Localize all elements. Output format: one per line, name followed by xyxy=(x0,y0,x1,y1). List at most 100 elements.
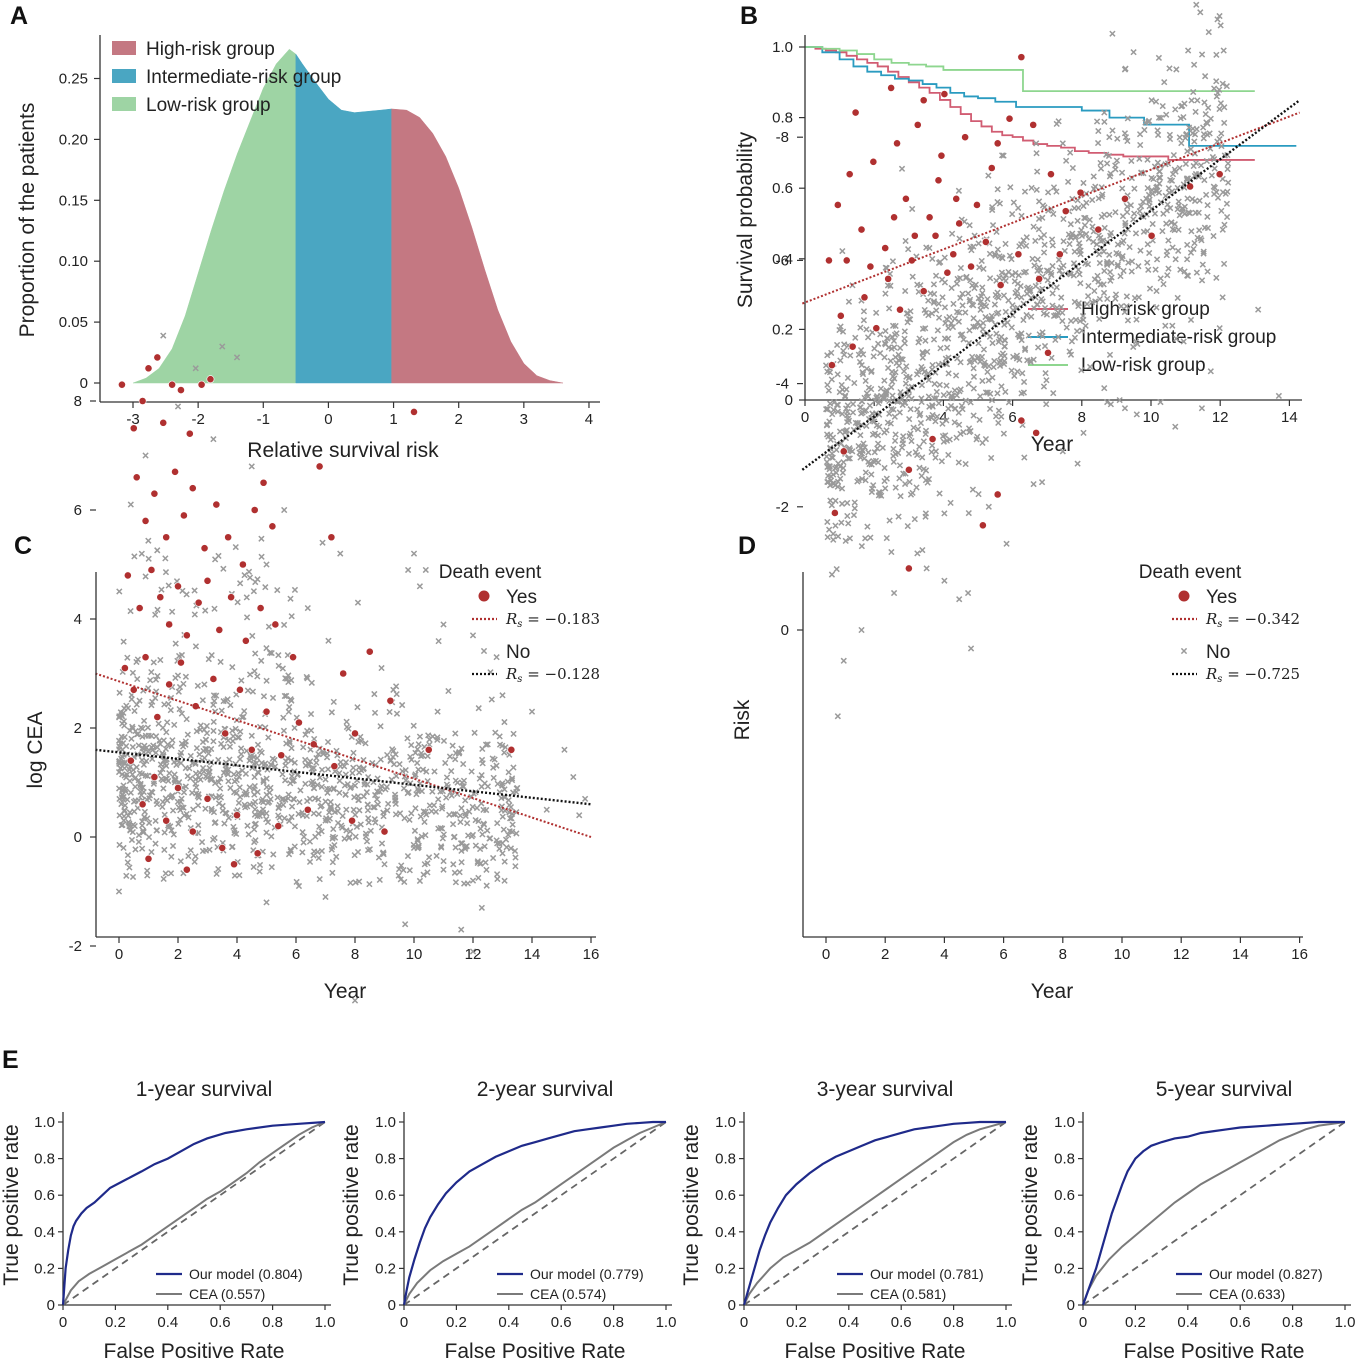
a-xtick-label: 1 xyxy=(389,411,397,428)
no-event-point xyxy=(858,398,866,405)
death-event-point xyxy=(224,533,233,542)
d-xtick-label: 2 xyxy=(881,946,889,963)
death-event-point xyxy=(893,139,901,148)
death-event-point xyxy=(866,262,875,271)
km-curve-low xyxy=(805,46,1255,93)
no-event-point xyxy=(265,623,273,630)
no-event-point xyxy=(479,831,486,838)
no-event-point xyxy=(1145,266,1152,273)
no-event-point xyxy=(834,408,841,415)
no-event-point xyxy=(182,764,189,772)
no-event-point xyxy=(124,704,132,712)
no-event-point xyxy=(216,792,223,800)
no-event-point xyxy=(183,591,190,598)
no-event-point xyxy=(424,869,431,876)
death-event-point xyxy=(295,718,303,727)
no-event-point xyxy=(1042,370,1049,377)
no-event-point xyxy=(251,806,259,813)
no-event-point xyxy=(839,469,846,476)
no-event-point xyxy=(1135,263,1142,270)
no-event-point xyxy=(1039,202,1047,209)
no-event-point xyxy=(979,377,986,385)
no-event-point xyxy=(153,827,160,834)
no-event-point xyxy=(824,381,831,389)
no-event-point xyxy=(830,406,837,413)
b-ytick-label: 0 xyxy=(785,392,793,409)
no-event-point xyxy=(118,733,125,740)
no-event-point xyxy=(116,841,123,849)
no-event-point xyxy=(1008,324,1015,331)
no-event-point xyxy=(511,847,519,855)
no-event-point xyxy=(404,566,412,574)
no-event-point xyxy=(1163,248,1171,255)
no-event-point xyxy=(499,813,506,820)
no-event-point xyxy=(230,823,237,831)
no-event-point xyxy=(229,737,236,745)
c-ytick-label: 0 xyxy=(74,829,82,846)
e-xtick-label: 0 xyxy=(1079,1314,1087,1331)
no-event-point xyxy=(992,413,1000,420)
no-event-point xyxy=(1108,259,1115,267)
no-event-point xyxy=(1200,124,1207,131)
no-event-point xyxy=(342,759,350,766)
legend-label-model: Our model (0.779) xyxy=(530,1266,644,1282)
no-event-point xyxy=(888,548,895,556)
no-event-point xyxy=(1006,252,1014,259)
no-event-point xyxy=(1043,377,1050,384)
no-event-point xyxy=(143,796,151,803)
no-event-point xyxy=(258,535,265,542)
no-event-point xyxy=(1085,282,1092,290)
no-event-point xyxy=(287,848,294,855)
no-event-point xyxy=(225,737,232,744)
no-event-point xyxy=(920,465,927,473)
no-event-point xyxy=(1096,259,1103,267)
no-event-point xyxy=(998,152,1006,159)
no-event-point xyxy=(890,337,898,345)
no-event-point xyxy=(496,845,503,852)
no-event-point xyxy=(1211,184,1219,191)
no-event-point xyxy=(967,399,974,406)
no-event-point xyxy=(315,750,322,758)
no-event-point xyxy=(424,752,431,760)
death-event-point xyxy=(1029,120,1038,129)
no-event-point xyxy=(318,766,326,773)
no-event-point xyxy=(258,553,265,560)
no-event-point xyxy=(922,337,929,344)
no-event-point xyxy=(433,852,440,860)
no-event-point xyxy=(1059,140,1066,147)
no-event-point xyxy=(1104,398,1111,406)
no-event-point xyxy=(316,876,323,883)
no-event-point xyxy=(970,412,977,419)
no-event-point xyxy=(443,774,451,781)
no-event-point xyxy=(1160,280,1167,288)
no-event-point xyxy=(1114,241,1122,248)
no-event-point xyxy=(1035,226,1043,233)
death-event-point xyxy=(126,756,135,765)
no-event-point xyxy=(951,419,958,426)
no-event-point xyxy=(918,363,925,371)
no-event-point xyxy=(1090,185,1098,193)
no-event-point xyxy=(275,662,282,670)
no-event-point xyxy=(927,290,934,297)
no-event-point xyxy=(994,198,1001,206)
no-event-point xyxy=(824,534,831,541)
no-event-point xyxy=(347,879,354,887)
a-xtick-label: -1 xyxy=(257,411,270,428)
death-event-point xyxy=(339,669,348,678)
no-event-point xyxy=(1131,294,1139,302)
no-event-point xyxy=(960,429,967,436)
no-event-point xyxy=(414,785,421,793)
no-event-point xyxy=(296,799,303,806)
e-xtick-label: 0.2 xyxy=(446,1314,467,1331)
no-event-point xyxy=(1218,130,1225,137)
no-event-point xyxy=(414,759,421,767)
no-event-point xyxy=(423,768,430,775)
no-event-point xyxy=(982,313,989,321)
no-event-point xyxy=(193,728,200,735)
no-event-point xyxy=(266,789,273,796)
no-event-point xyxy=(205,750,212,757)
no-event-point xyxy=(1204,224,1212,232)
d-xtick-label: 16 xyxy=(1291,946,1308,963)
no-event-point xyxy=(828,571,836,578)
